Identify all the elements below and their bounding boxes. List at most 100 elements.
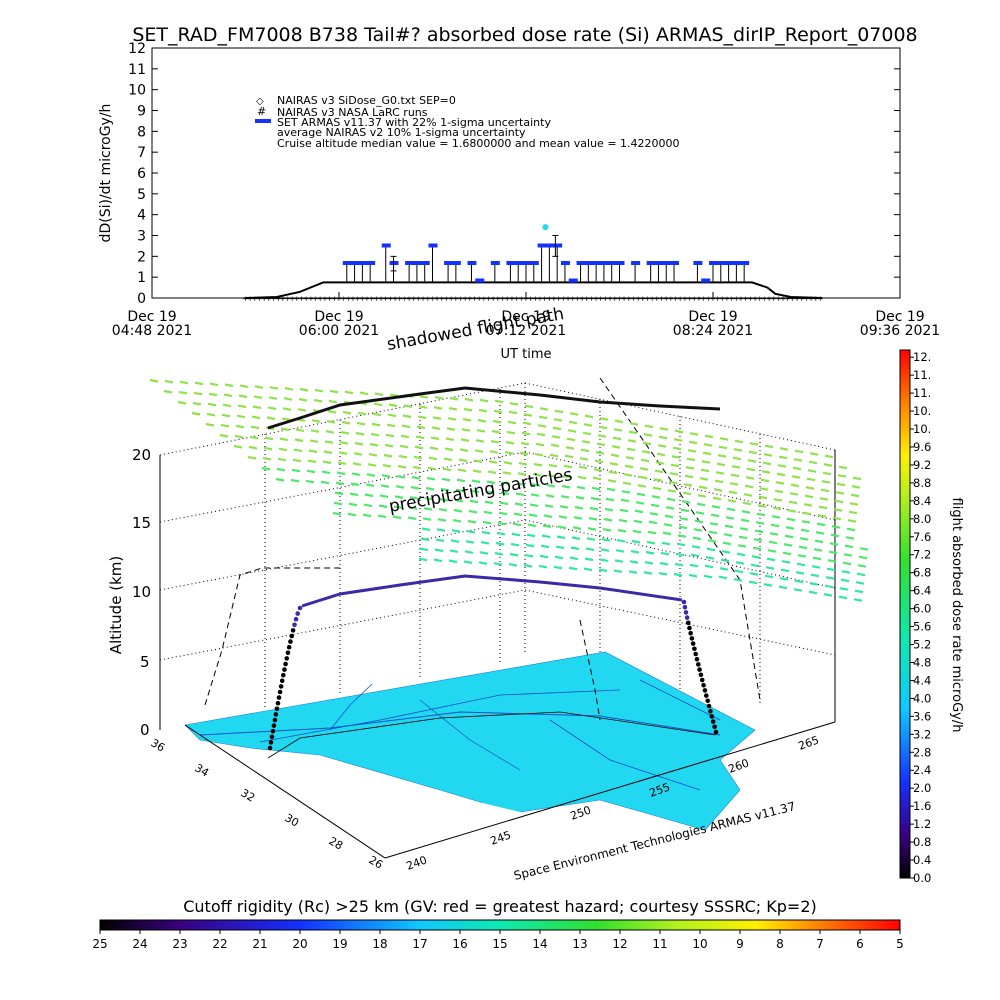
particle-dash: [268, 396, 278, 400]
particle-dash: [665, 506, 675, 510]
particle-dash: [425, 486, 435, 491]
nairas-cross: +: [556, 295, 562, 303]
descent-dot: [712, 724, 717, 730]
particle-dash: [438, 508, 448, 512]
rigidity-colorbar: Cutoff rigidity (Rc) >25 km (GV: red = g…: [92, 897, 903, 951]
nairas-cross: +: [668, 295, 674, 303]
climb-dot: [272, 717, 278, 723]
particle-dash: [608, 470, 618, 475]
nairas-cross: +: [383, 295, 389, 303]
particle-dash: [707, 539, 717, 543]
nairas-cross: +: [766, 295, 772, 303]
particle-dash: [535, 442, 545, 447]
particle-dash: [473, 459, 483, 463]
particle-dash: [686, 457, 696, 462]
particle-dash: [703, 443, 713, 447]
y-tick-label: 11: [128, 62, 146, 78]
particle-dash: [418, 405, 428, 409]
y-tick-label: 8: [137, 124, 146, 140]
armas-point: [724, 261, 734, 265]
particle-dash: [718, 575, 728, 580]
altitude-tick-20: 20: [132, 446, 151, 464]
particle-dash: [206, 412, 216, 417]
nairas-cross: +: [271, 295, 277, 303]
particle-dash: [630, 550, 640, 554]
particle-dash: [320, 480, 330, 485]
particle-dash: [372, 412, 382, 417]
nairas-cross: +: [303, 295, 309, 303]
particle-dash: [480, 541, 490, 545]
climb-dot: [284, 656, 290, 661]
particle-dash: [808, 460, 818, 465]
particle-dash: [417, 415, 427, 419]
nairas-cross: +: [504, 295, 510, 303]
descent-dot: [703, 693, 709, 698]
particle-dash: [598, 425, 608, 430]
colorbar-tick-label: 7.6: [913, 530, 931, 544]
particle-dash: [418, 557, 428, 562]
particle-dash: [262, 456, 272, 461]
particle-dash: [493, 409, 503, 414]
particle-dash: [828, 550, 838, 555]
altitude-axis-label: Altitude (km): [107, 556, 125, 654]
particle-dash: [477, 418, 487, 423]
particle-dash: [325, 430, 335, 434]
particle-dash: [787, 509, 797, 513]
particle-dash: [263, 446, 273, 451]
particle-dash: [267, 406, 277, 410]
particle-dash: [577, 475, 587, 480]
armas-point: [342, 261, 352, 265]
particle-dash: [847, 519, 857, 523]
particle-dash: [814, 539, 824, 544]
lat-tick-26: 26: [367, 853, 386, 871]
nairas-cross: +: [500, 295, 506, 303]
particle-dash: [551, 435, 561, 439]
x-tick-date: Dec 19: [501, 309, 550, 325]
particle-dash: [683, 483, 693, 487]
nairas-cross: +: [626, 295, 632, 303]
flight-descent-dots: [681, 599, 719, 735]
particle-dash: [395, 485, 405, 489]
nairas-cross: +: [350, 295, 356, 303]
x-tick-time: 08:24 2021: [673, 323, 753, 339]
nairas-cross: +: [673, 295, 679, 303]
particle-dash: [727, 499, 737, 503]
timeseries-x-label: UT time: [501, 347, 552, 362]
particle-dash: [526, 533, 536, 538]
legend-symbol-armas: [255, 119, 271, 123]
nairas-cross: +: [462, 295, 468, 303]
armas-point: [560, 261, 570, 265]
particle-dash: [558, 515, 568, 519]
y-tick-label: 2: [137, 249, 146, 265]
nairas-cross: +: [635, 295, 641, 303]
particle-dash: [840, 578, 850, 583]
descent-dot: [684, 615, 690, 620]
particle-dash: [602, 528, 612, 532]
particle-dash: [719, 437, 729, 441]
particle-dash: [752, 546, 762, 551]
particle-dash: [434, 548, 444, 553]
particle-dash: [512, 522, 522, 527]
armas-point: [366, 261, 376, 265]
particle-dash: [697, 494, 707, 498]
colorbar-tick-label: 4.8: [913, 655, 931, 669]
particle-dash: [692, 536, 702, 541]
particle-dash: [704, 564, 714, 569]
particle-dash: [672, 446, 682, 451]
nairas-cross: +: [645, 295, 651, 303]
particle-dash: [324, 440, 334, 444]
nairas-cross: +: [584, 295, 590, 303]
altitude-axis: 0 5 10 15 20 Altitude (km): [107, 446, 151, 739]
particle-dash: [498, 511, 508, 516]
particle-dash: [738, 535, 748, 540]
particle-dash: [553, 418, 563, 422]
particle-dash: [790, 483, 800, 488]
particle-dash: [778, 585, 788, 590]
rigidity-tick-label: 5: [896, 937, 904, 951]
particle-dash: [353, 452, 363, 456]
particle-dash: [323, 450, 333, 454]
particle-dash: [252, 405, 262, 410]
particle-dash: [384, 443, 394, 448]
rigidity-tick-label: 19: [332, 937, 347, 951]
particle-dash: [392, 515, 402, 520]
